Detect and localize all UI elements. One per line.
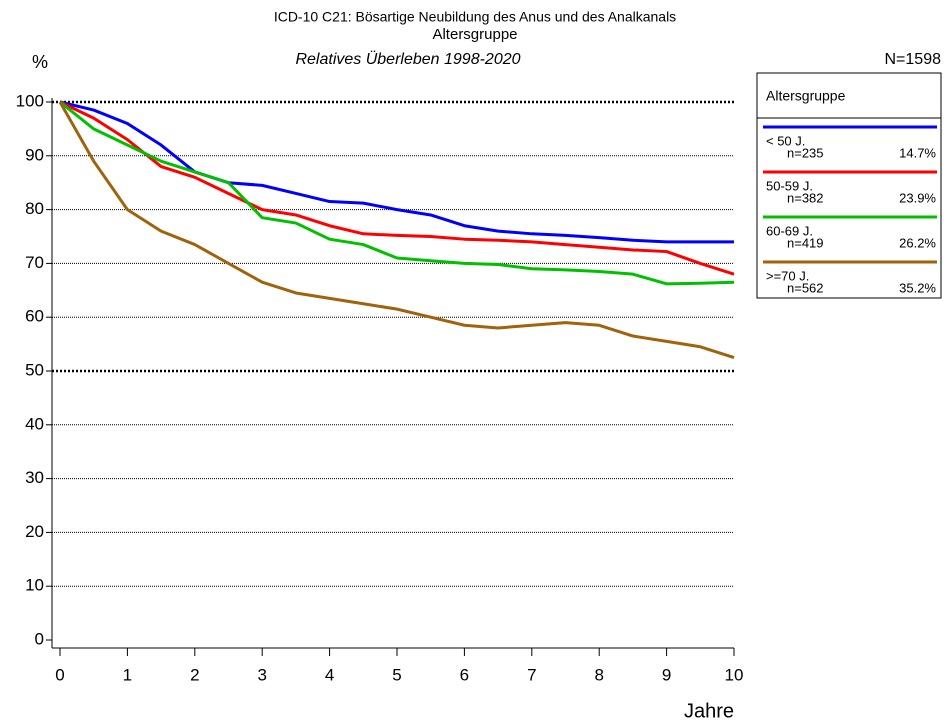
legend-share: 26.2%: [899, 235, 936, 250]
chart-title: ICD-10 C21: Bösartige Neubildung des Anu…: [274, 9, 676, 25]
x-tick-label: 2: [190, 665, 199, 684]
y-tick-label: 30: [25, 468, 44, 487]
legend-label: < 50 J.: [766, 133, 805, 148]
chart-title-2: Altersgruppe: [432, 26, 517, 43]
legend-label: 50-59 J.: [766, 178, 813, 193]
legend-box: [756, 72, 942, 299]
x-tick-label: 7: [527, 665, 536, 684]
legend-share: 35.2%: [899, 280, 936, 295]
legend-share: 23.9%: [899, 190, 936, 205]
x-tick-label: 1: [123, 665, 132, 684]
x-tick-label: 4: [325, 665, 334, 684]
x-tick-label: 0: [55, 665, 64, 684]
legend-label: >=70 J.: [766, 268, 809, 283]
x-tick-label: 8: [594, 665, 603, 684]
y-tick-label: 100: [16, 91, 44, 110]
chart-subtitle: Relatives Überleben 1998-2020: [295, 50, 520, 68]
y-axis-label: %: [32, 52, 48, 72]
x-tick-label: 10: [725, 665, 744, 684]
y-tick-label: 0: [35, 629, 44, 648]
y-tick-label: 60: [25, 307, 44, 326]
x-axis-label: Jahre: [684, 700, 734, 722]
legend-title: Altersgruppe: [766, 88, 846, 104]
legend-label: 60-69 J.: [766, 223, 813, 238]
y-tick-label: 90: [25, 145, 44, 164]
legend-n: n=235: [787, 145, 824, 160]
legend-share: 14.7%: [899, 145, 936, 160]
y-tick-label: 40: [25, 414, 44, 433]
y-tick-label: 80: [25, 199, 44, 218]
legend-n: n=382: [787, 190, 824, 205]
y-tick-label: 10: [25, 576, 44, 595]
x-tick-label: 6: [460, 665, 469, 684]
x-tick-label: 9: [662, 665, 671, 684]
survival-line: [59, 100, 734, 244]
survival-line: [59, 100, 735, 276]
y-tick-label: 70: [25, 253, 44, 272]
legend-n: n=419: [787, 235, 824, 250]
legend-n: n=562: [787, 280, 824, 295]
survival-line: [59, 100, 735, 286]
survival-line: [58, 101, 735, 359]
x-tick-label: 5: [392, 665, 401, 684]
n-total: N=1598: [885, 51, 942, 68]
y-tick-label: 50: [25, 360, 44, 379]
x-tick-label: 3: [257, 665, 266, 684]
y-tick-label: 20: [25, 522, 44, 541]
